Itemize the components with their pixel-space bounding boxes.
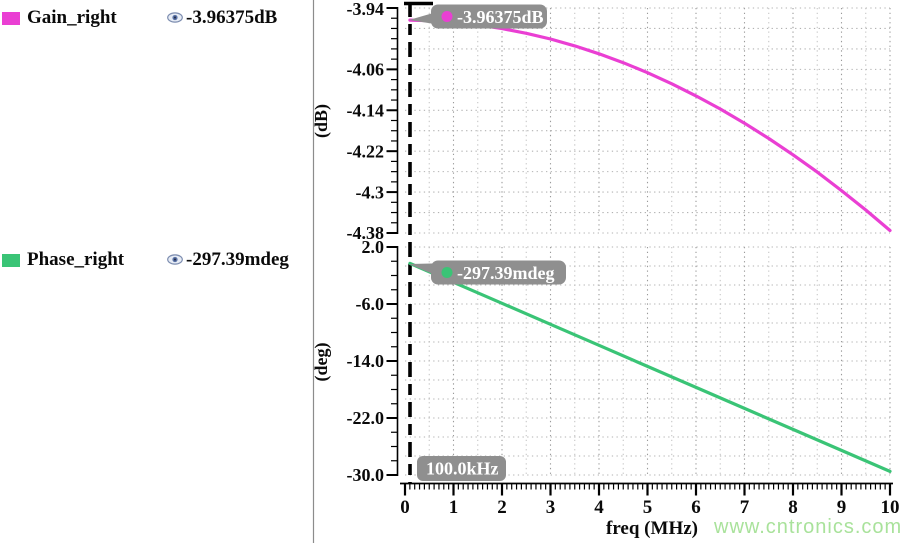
gain-signal-label[interactable]: Gain_right — [27, 7, 117, 28]
watermark-text: www.cntronics.com — [713, 516, 900, 538]
x-tick-label: 2 — [497, 497, 507, 518]
x-axis-title: freq (MHz) — [606, 518, 698, 539]
y-tick-label: -3.94 — [347, 0, 385, 19]
marker-frequency-box — [417, 456, 506, 481]
y-tick-label: -4.38 — [347, 223, 385, 243]
axes-rulers: -3.94 -4.06 -4.14 -4.22 -4.3 -4.382.0 -6.0 -14.… — [347, 0, 900, 518]
bottom-y-axis-title: (deg) — [311, 343, 332, 382]
phase-marker-value: -297.39mdeg — [186, 249, 289, 270]
x-tick-label: 0 — [400, 497, 410, 518]
gain-plot-area[interactable] — [405, 3, 890, 233]
phase-signal-label[interactable]: Phase_right — [27, 249, 125, 270]
y-tick-label: -14.0 — [347, 351, 385, 371]
x-tick-label: 7 — [740, 497, 750, 518]
y-tick-label: -4.14 — [347, 100, 385, 120]
x-tick-label: 1 — [449, 497, 459, 518]
gain-tooltip[interactable]: -3.96375dB — [409, 4, 547, 29]
x-tick-label: 8 — [788, 497, 798, 518]
signal-row-phase[interactable]: Phase_right -297.39mdeg — [0, 249, 313, 270]
y-tick-label: -4.06 — [347, 60, 385, 80]
marker-frequency-text: 100.0kHz — [426, 459, 499, 479]
signal-row-gain[interactable]: Gain_right -3.96375dB — [0, 7, 313, 28]
phase-tooltip-text: -297.39mdeg — [457, 263, 555, 283]
phase-tooltip-dot — [441, 267, 453, 278]
y-tick-label: -30.0 — [347, 465, 385, 485]
x-tick-label: 10 — [881, 497, 900, 518]
gain-tooltip-dot — [441, 11, 453, 22]
signal-legend-panel: Gain_right -3.96375dB Phase_right -297.3… — [0, 0, 313, 543]
freq-marker[interactable] — [404, 1, 433, 483]
gain-tooltip-text: -3.96375dB — [457, 7, 544, 27]
x-tick-label: 3 — [546, 497, 556, 518]
gain-marker-value: -3.96375dB — [186, 7, 278, 28]
top-y-axis-title: (dB) — [311, 104, 332, 138]
phase-tooltip[interactable]: -297.39mdeg — [409, 260, 566, 285]
x-tick-label: 4 — [594, 497, 604, 518]
y-tick-label: -4.22 — [347, 141, 385, 161]
x-tick-label: 5 — [643, 497, 653, 518]
gain-color-swatch[interactable] — [2, 11, 20, 25]
eye-visibility-icon[interactable] — [167, 11, 183, 24]
y-tick-label: -4.3 — [356, 182, 385, 202]
phase-color-swatch[interactable] — [2, 253, 20, 267]
y-tick-label: -6.0 — [356, 294, 385, 314]
marker-frequency-readout[interactable]: 100.0kHz — [417, 456, 506, 481]
x-tick-label: 6 — [691, 497, 701, 518]
y-tick-label: -22.0 — [347, 408, 385, 428]
phase_right-curve — [408, 261, 892, 473]
phase-tooltip-box — [431, 260, 566, 285]
gain-tooltip-box — [431, 4, 547, 29]
x-tick-label: 9 — [837, 497, 847, 518]
y-tick-label: 2.0 — [362, 237, 385, 257]
eye-visibility-icon[interactable] — [167, 253, 183, 266]
